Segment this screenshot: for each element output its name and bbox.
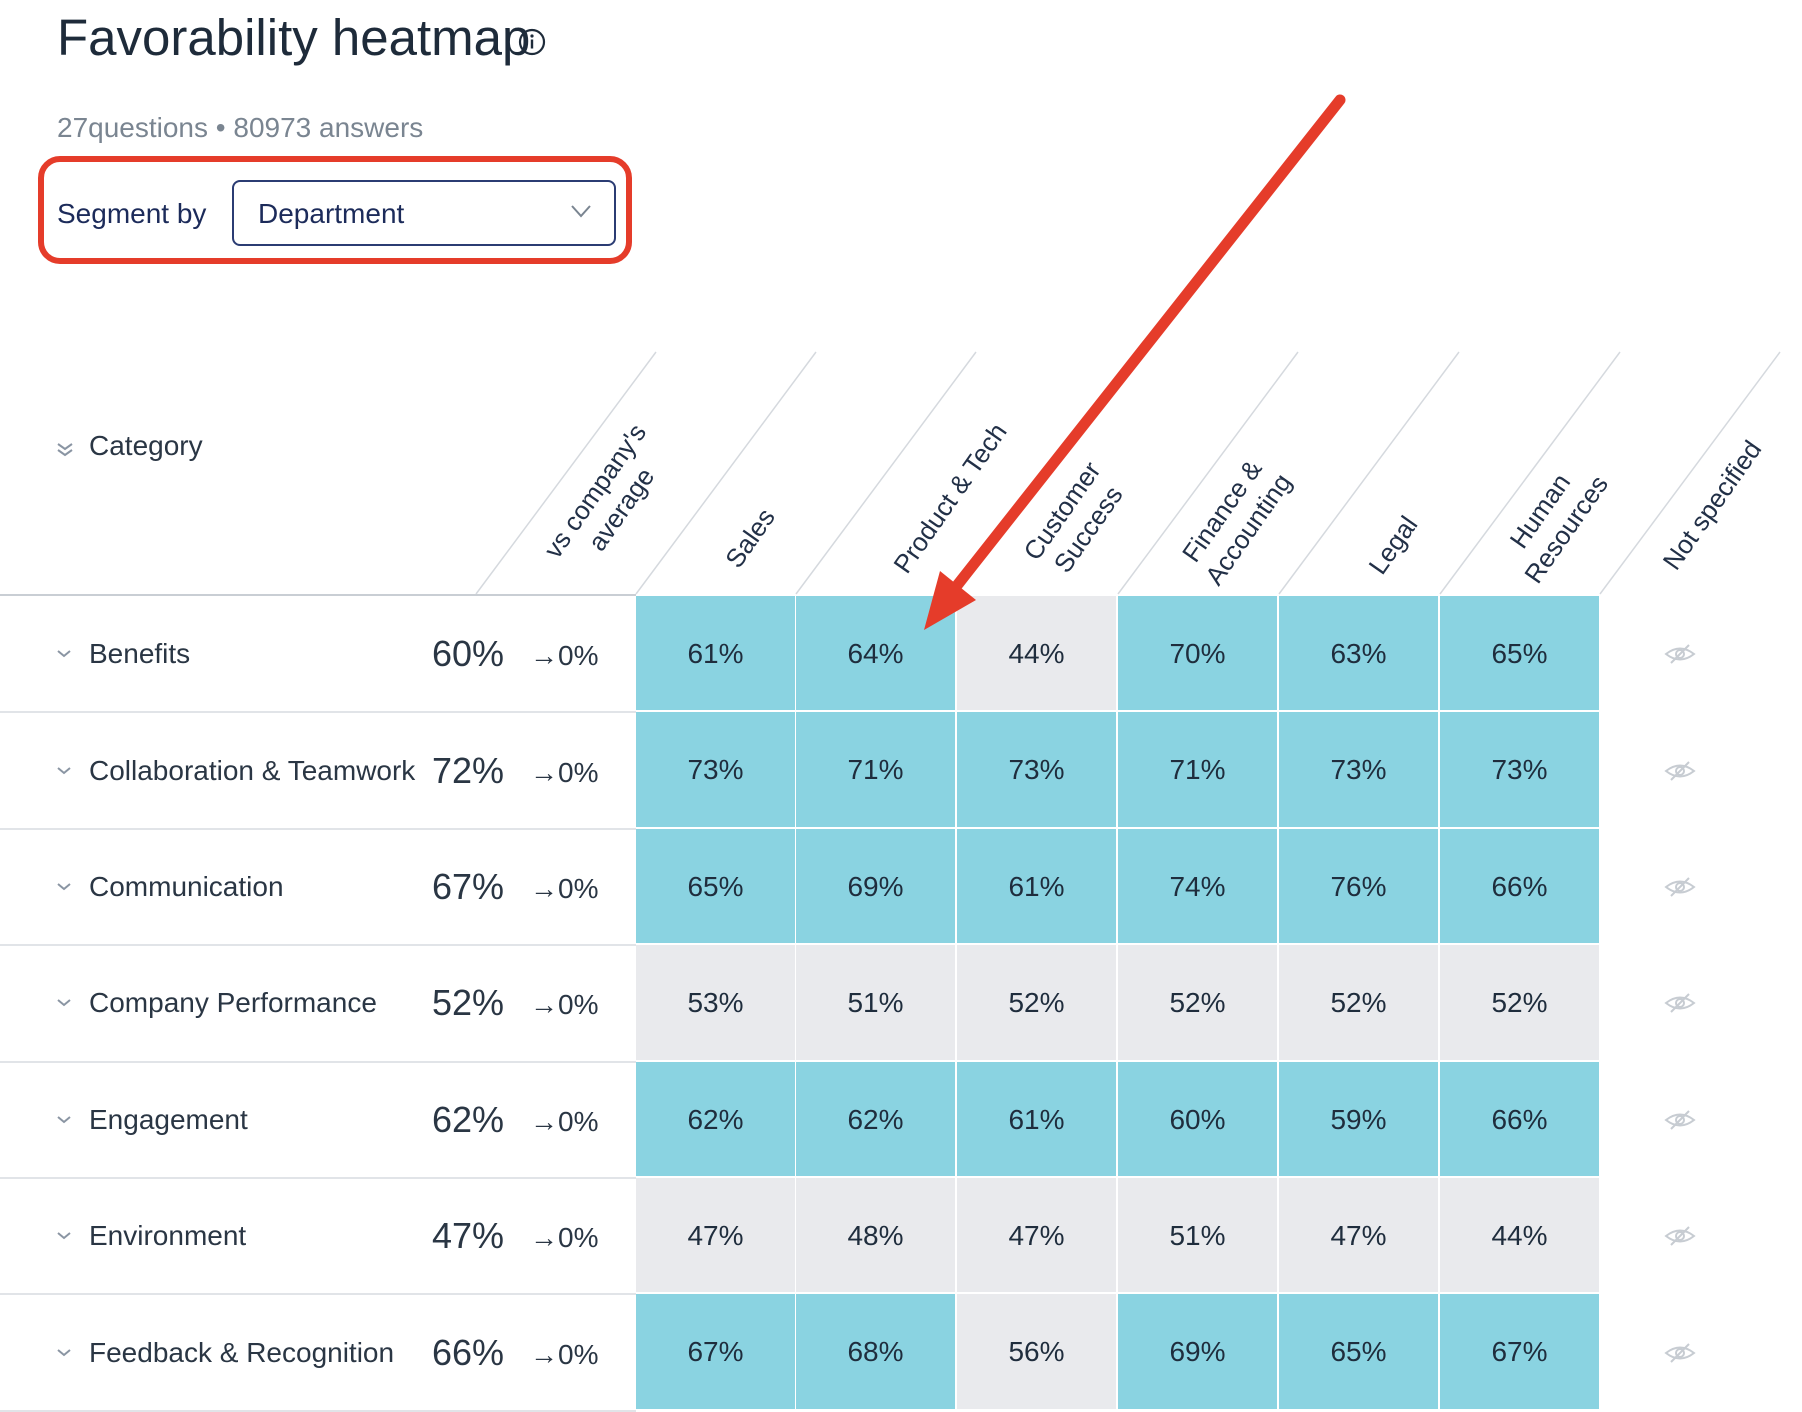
chevron-down-icon[interactable]: [56, 882, 72, 892]
heatmap-cell[interactable]: 47%: [636, 1178, 797, 1295]
eye-off-icon: [1664, 1342, 1696, 1363]
company-average-delta: →0%: [530, 989, 599, 1021]
category-name[interactable]: Communication: [89, 871, 284, 902]
heatmap-cell[interactable]: 68%: [796, 1294, 957, 1411]
page-title: Favorability heatmap: [57, 9, 531, 66]
heatmap-cell[interactable]: 52%: [957, 945, 1118, 1062]
row-divider: [0, 1060, 636, 1063]
eye-off-icon: [1664, 993, 1696, 1014]
row-divider: [0, 944, 636, 947]
eye-off-icon: [1664, 1226, 1696, 1246]
company-average-delta: →0%: [530, 756, 599, 788]
heatmap-cell[interactable]: 63%: [1279, 596, 1440, 713]
category-name[interactable]: Feedback & Recognition: [89, 1336, 395, 1368]
category-name[interactable]: Company Performance: [89, 987, 377, 1019]
company-average-delta: →0%: [530, 640, 599, 672]
company-average-delta: →0%: [530, 1338, 599, 1370]
heatmap-cell[interactable]: 67%: [636, 1294, 797, 1411]
heatmap-cell[interactable]: 51%: [796, 945, 957, 1062]
heatmap-cell[interactable]: 64%: [796, 596, 957, 713]
heatmap-cell[interactable]: 76%: [1279, 828, 1440, 946]
company-average-delta: →0%: [530, 873, 599, 904]
heatmap-cell[interactable]: 73%: [636, 712, 797, 829]
category-name[interactable]: Engagement: [89, 1103, 248, 1135]
heatmap-cell[interactable]: 62%: [796, 1061, 957, 1178]
category-name[interactable]: Environment: [89, 1220, 247, 1252]
company-average-delta: →0%: [530, 1222, 599, 1254]
heatmap-cell[interactable]: 60%: [1118, 1061, 1279, 1178]
segment-by-label: Segment by: [57, 198, 207, 229]
heatmap-cell[interactable]: 61%: [957, 1061, 1118, 1178]
chevron-down-icon[interactable]: [56, 998, 72, 1008]
heatmap-cell[interactable]: 65%: [1440, 596, 1601, 713]
chevron-down-icon[interactable]: [56, 766, 72, 776]
heatmap-cell[interactable]: 66%: [1440, 1061, 1601, 1178]
table-top-rule: [0, 594, 636, 596]
eye-off-icon: [1664, 644, 1696, 664]
category-name[interactable]: Benefits: [89, 638, 191, 670]
heatmap-cell[interactable]: 65%: [1279, 1294, 1440, 1411]
heatmap-cell[interactable]: 66%: [1440, 828, 1601, 946]
heatmap-cell[interactable]: 73%: [957, 712, 1118, 829]
heatmap-cell[interactable]: 47%: [1279, 1178, 1440, 1295]
heatmap-cell[interactable]: 48%: [796, 1178, 957, 1295]
segment-by-value: Department: [258, 198, 405, 229]
survey-summary: 27questions • 80973 answers: [57, 112, 424, 143]
row-divider: [0, 711, 636, 714]
eye-off-icon: [1664, 760, 1696, 781]
company-average-delta: →0%: [530, 1105, 599, 1137]
eye-off-icon: [1664, 877, 1696, 897]
chevron-down-icon: [571, 205, 591, 218]
heatmap-cell[interactable]: 52%: [1440, 945, 1601, 1062]
heatmap-cell[interactable]: 44%: [1440, 1178, 1601, 1295]
category-name[interactable]: Collaboration & Teamwork: [89, 754, 416, 786]
heatmap-cell[interactable]: 71%: [796, 712, 957, 829]
heatmap-cell[interactable]: 47%: [957, 1178, 1118, 1295]
category-overall-score: 72%: [431, 749, 504, 791]
heatmap-cell[interactable]: 53%: [636, 945, 797, 1062]
heatmap-cell[interactable]: 71%: [1118, 712, 1279, 829]
row-divider: [0, 1409, 636, 1412]
heatmap-cell[interactable]: 44%: [957, 596, 1118, 713]
heatmap-cell[interactable]: 65%: [636, 828, 797, 946]
annotation-highlight-box: [38, 156, 632, 264]
info-icon[interactable]: [518, 28, 546, 56]
column-header-text: vs company's: [537, 418, 653, 564]
chevron-down-icon[interactable]: [56, 1348, 72, 1358]
heatmap-cell[interactable]: 52%: [1279, 945, 1440, 1062]
heatmap-cell[interactable]: 73%: [1440, 712, 1601, 829]
chevron-down-icon[interactable]: [56, 1231, 72, 1241]
row-divider: [0, 827, 636, 830]
category-overall-score: 60%: [431, 633, 504, 675]
heatmap-cell[interactable]: 67%: [1440, 1294, 1601, 1411]
heatmap-cell[interactable]: 69%: [796, 828, 957, 946]
chevron-down-icon[interactable]: [56, 1115, 72, 1125]
category-overall-score: 52%: [431, 982, 504, 1024]
heatmap-cell[interactable]: 59%: [1279, 1061, 1440, 1178]
heatmap-cell[interactable]: 62%: [636, 1061, 797, 1178]
heatmap-cell[interactable]: 70%: [1118, 596, 1279, 713]
heatmap-cell[interactable]: 69%: [1118, 1294, 1279, 1411]
row-divider: [0, 1293, 636, 1296]
heatmap-cell[interactable]: 51%: [1118, 1178, 1279, 1295]
category-overall-score: 47%: [431, 1215, 504, 1257]
eye-off-icon: [1664, 1110, 1696, 1130]
category-column-header[interactable]: Category: [89, 430, 203, 461]
heatmap-cell[interactable]: 61%: [636, 596, 797, 713]
heatmap-cell[interactable]: 73%: [1279, 712, 1440, 829]
heatmap-cell[interactable]: 56%: [957, 1294, 1118, 1411]
heatmap-cell[interactable]: 74%: [1118, 828, 1279, 946]
category-overall-score: 67%: [431, 866, 504, 907]
heatmap-cell[interactable]: 52%: [1118, 945, 1279, 1062]
heatmap-cell[interactable]: 61%: [957, 828, 1118, 946]
segment-by-dropdown[interactable]: Department: [232, 180, 616, 246]
collapse-all-icon[interactable]: [56, 440, 74, 458]
category-overall-score: 66%: [431, 1331, 504, 1373]
row-divider: [0, 1177, 636, 1179]
category-overall-score: 62%: [431, 1098, 504, 1140]
chevron-down-icon[interactable]: [56, 649, 72, 659]
